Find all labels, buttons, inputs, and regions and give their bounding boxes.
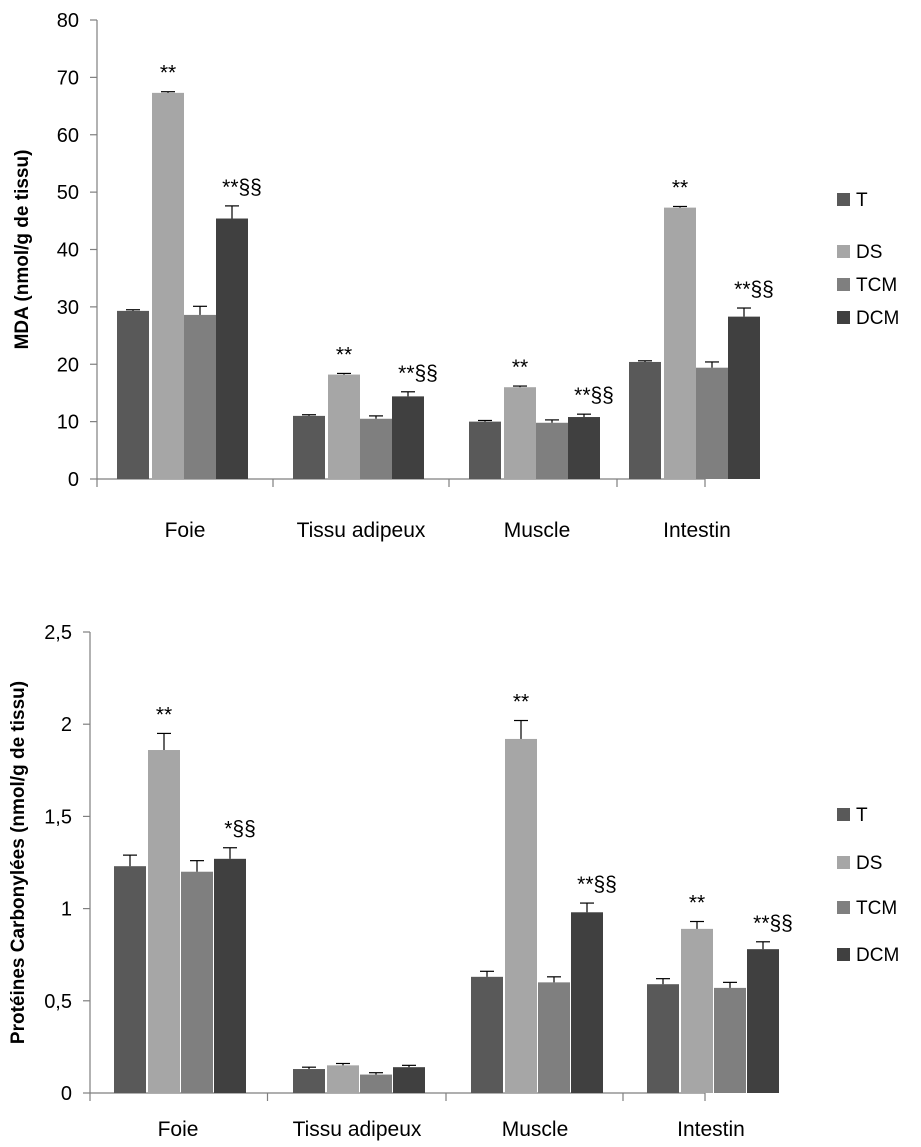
bar-tcm <box>360 418 392 479</box>
legend-label-tcm: TCM <box>856 275 897 296</box>
bar-ds <box>664 207 696 479</box>
bar-t <box>293 1069 325 1093</box>
legend-swatch-t <box>837 808 850 821</box>
bar-tcm <box>536 422 568 479</box>
y-tick-label: 10 <box>57 412 79 434</box>
bar-tcm <box>360 1074 392 1093</box>
significance-annotation: ** <box>156 703 172 726</box>
y-tick-label: 0 <box>61 1083 72 1105</box>
y-tick-label: 60 <box>57 125 79 147</box>
y-tick-label: 2 <box>61 714 72 736</box>
significance-annotation: **§§ <box>577 873 617 896</box>
bar-dcm <box>747 949 779 1093</box>
bar-dcm <box>393 1067 425 1093</box>
bar-t <box>117 310 149 479</box>
y-tick-label: 80 <box>57 10 79 32</box>
legend-label-dcm: DCM <box>856 308 899 329</box>
carbonyl-proteins-chart: 0 0,5 1 1,5 2 2,5 Foie Tissu adipeux Muscle Intes… <box>8 622 899 1141</box>
category-label: Foie <box>158 1118 199 1141</box>
bar-tcm <box>181 871 213 1093</box>
legend-label-ds: DS <box>856 853 882 874</box>
bar-t <box>469 421 501 479</box>
y-tick-label: 70 <box>57 67 79 89</box>
significance-annotation: *§§ <box>224 818 256 841</box>
bar-ds <box>681 928 713 1093</box>
y-tick-label: 0,5 <box>44 991 72 1013</box>
bar-ds <box>327 1065 359 1093</box>
bar-dcm <box>568 417 600 479</box>
bar-t <box>471 976 503 1093</box>
significance-annotation: ** <box>512 356 528 379</box>
y-tick-label: 1 <box>61 899 72 921</box>
y-tick-label: 20 <box>57 354 79 376</box>
bar-tcm <box>696 367 728 479</box>
significance-annotation: ** <box>160 62 176 85</box>
category-label: Muscle <box>502 1118 569 1141</box>
y-axis-title: MDA (nmol/g de tissu) <box>12 150 33 350</box>
bar-dcm <box>214 858 246 1093</box>
bar-tcm <box>184 314 216 479</box>
significance-annotation: **§§ <box>222 176 262 199</box>
bar-t <box>114 866 146 1093</box>
significance-annotation: **§§ <box>734 278 774 301</box>
category-label: Intestin <box>677 1118 745 1141</box>
y-axis-title: Protéines Carbonylées (nmol/g de tissu) <box>8 681 29 1044</box>
bar-ds <box>148 750 180 1093</box>
legend-label-t: T <box>856 805 868 826</box>
significance-annotation: **§§ <box>753 912 793 935</box>
y-tick-label: 40 <box>57 240 79 262</box>
significance-annotation: ** <box>513 691 529 714</box>
significance-annotation: ** <box>689 892 705 915</box>
mda-chart: 0 10 20 30 40 50 60 70 80 Foie Tissu adipeux Muscle… <box>12 10 899 542</box>
legend-swatch-tcm <box>837 901 850 914</box>
y-tick-label: 1,5 <box>44 806 72 828</box>
bar-ds <box>504 387 536 479</box>
significance-annotation: ** <box>672 176 688 199</box>
y-tick-label: 0 <box>68 469 79 491</box>
legend-swatch-dcm <box>837 311 850 324</box>
y-tick-label: 50 <box>57 182 79 204</box>
category-label: Tissu adipeux <box>293 1118 422 1141</box>
category-label: Tissu adipeux <box>297 519 426 542</box>
category-label: Foie <box>165 519 206 542</box>
y-tick-label: 2,5 <box>44 622 72 644</box>
legend-swatch-ds <box>837 245 850 258</box>
bar-dcm <box>728 316 760 479</box>
legend-label-tcm: TCM <box>856 898 897 919</box>
legend-swatch-dcm <box>837 948 850 961</box>
y-tick-label: 30 <box>57 297 79 319</box>
bar-dcm <box>571 912 603 1093</box>
significance-annotation: **§§ <box>574 384 614 407</box>
category-label: Intestin <box>663 519 731 542</box>
bar-tcm <box>714 987 746 1093</box>
legend-label-t: T <box>856 190 868 211</box>
significance-annotation: **§§ <box>398 362 438 385</box>
legend-label-dcm: DCM <box>856 945 899 966</box>
bar-dcm <box>216 218 248 479</box>
legend-swatch-ds <box>837 856 850 869</box>
bar-t <box>629 361 661 479</box>
category-label: Muscle <box>504 519 571 542</box>
legend-label-ds: DS <box>856 242 882 263</box>
bar-t <box>293 415 325 479</box>
bar-t <box>647 984 679 1093</box>
bar-ds <box>152 92 184 480</box>
bar-dcm <box>392 396 424 479</box>
bar-ds <box>505 738 537 1093</box>
legend-swatch-tcm <box>837 278 850 291</box>
significance-annotation: ** <box>336 343 352 366</box>
bar-tcm <box>538 982 570 1093</box>
legend-swatch-t <box>837 193 850 206</box>
bar-ds <box>328 374 360 479</box>
